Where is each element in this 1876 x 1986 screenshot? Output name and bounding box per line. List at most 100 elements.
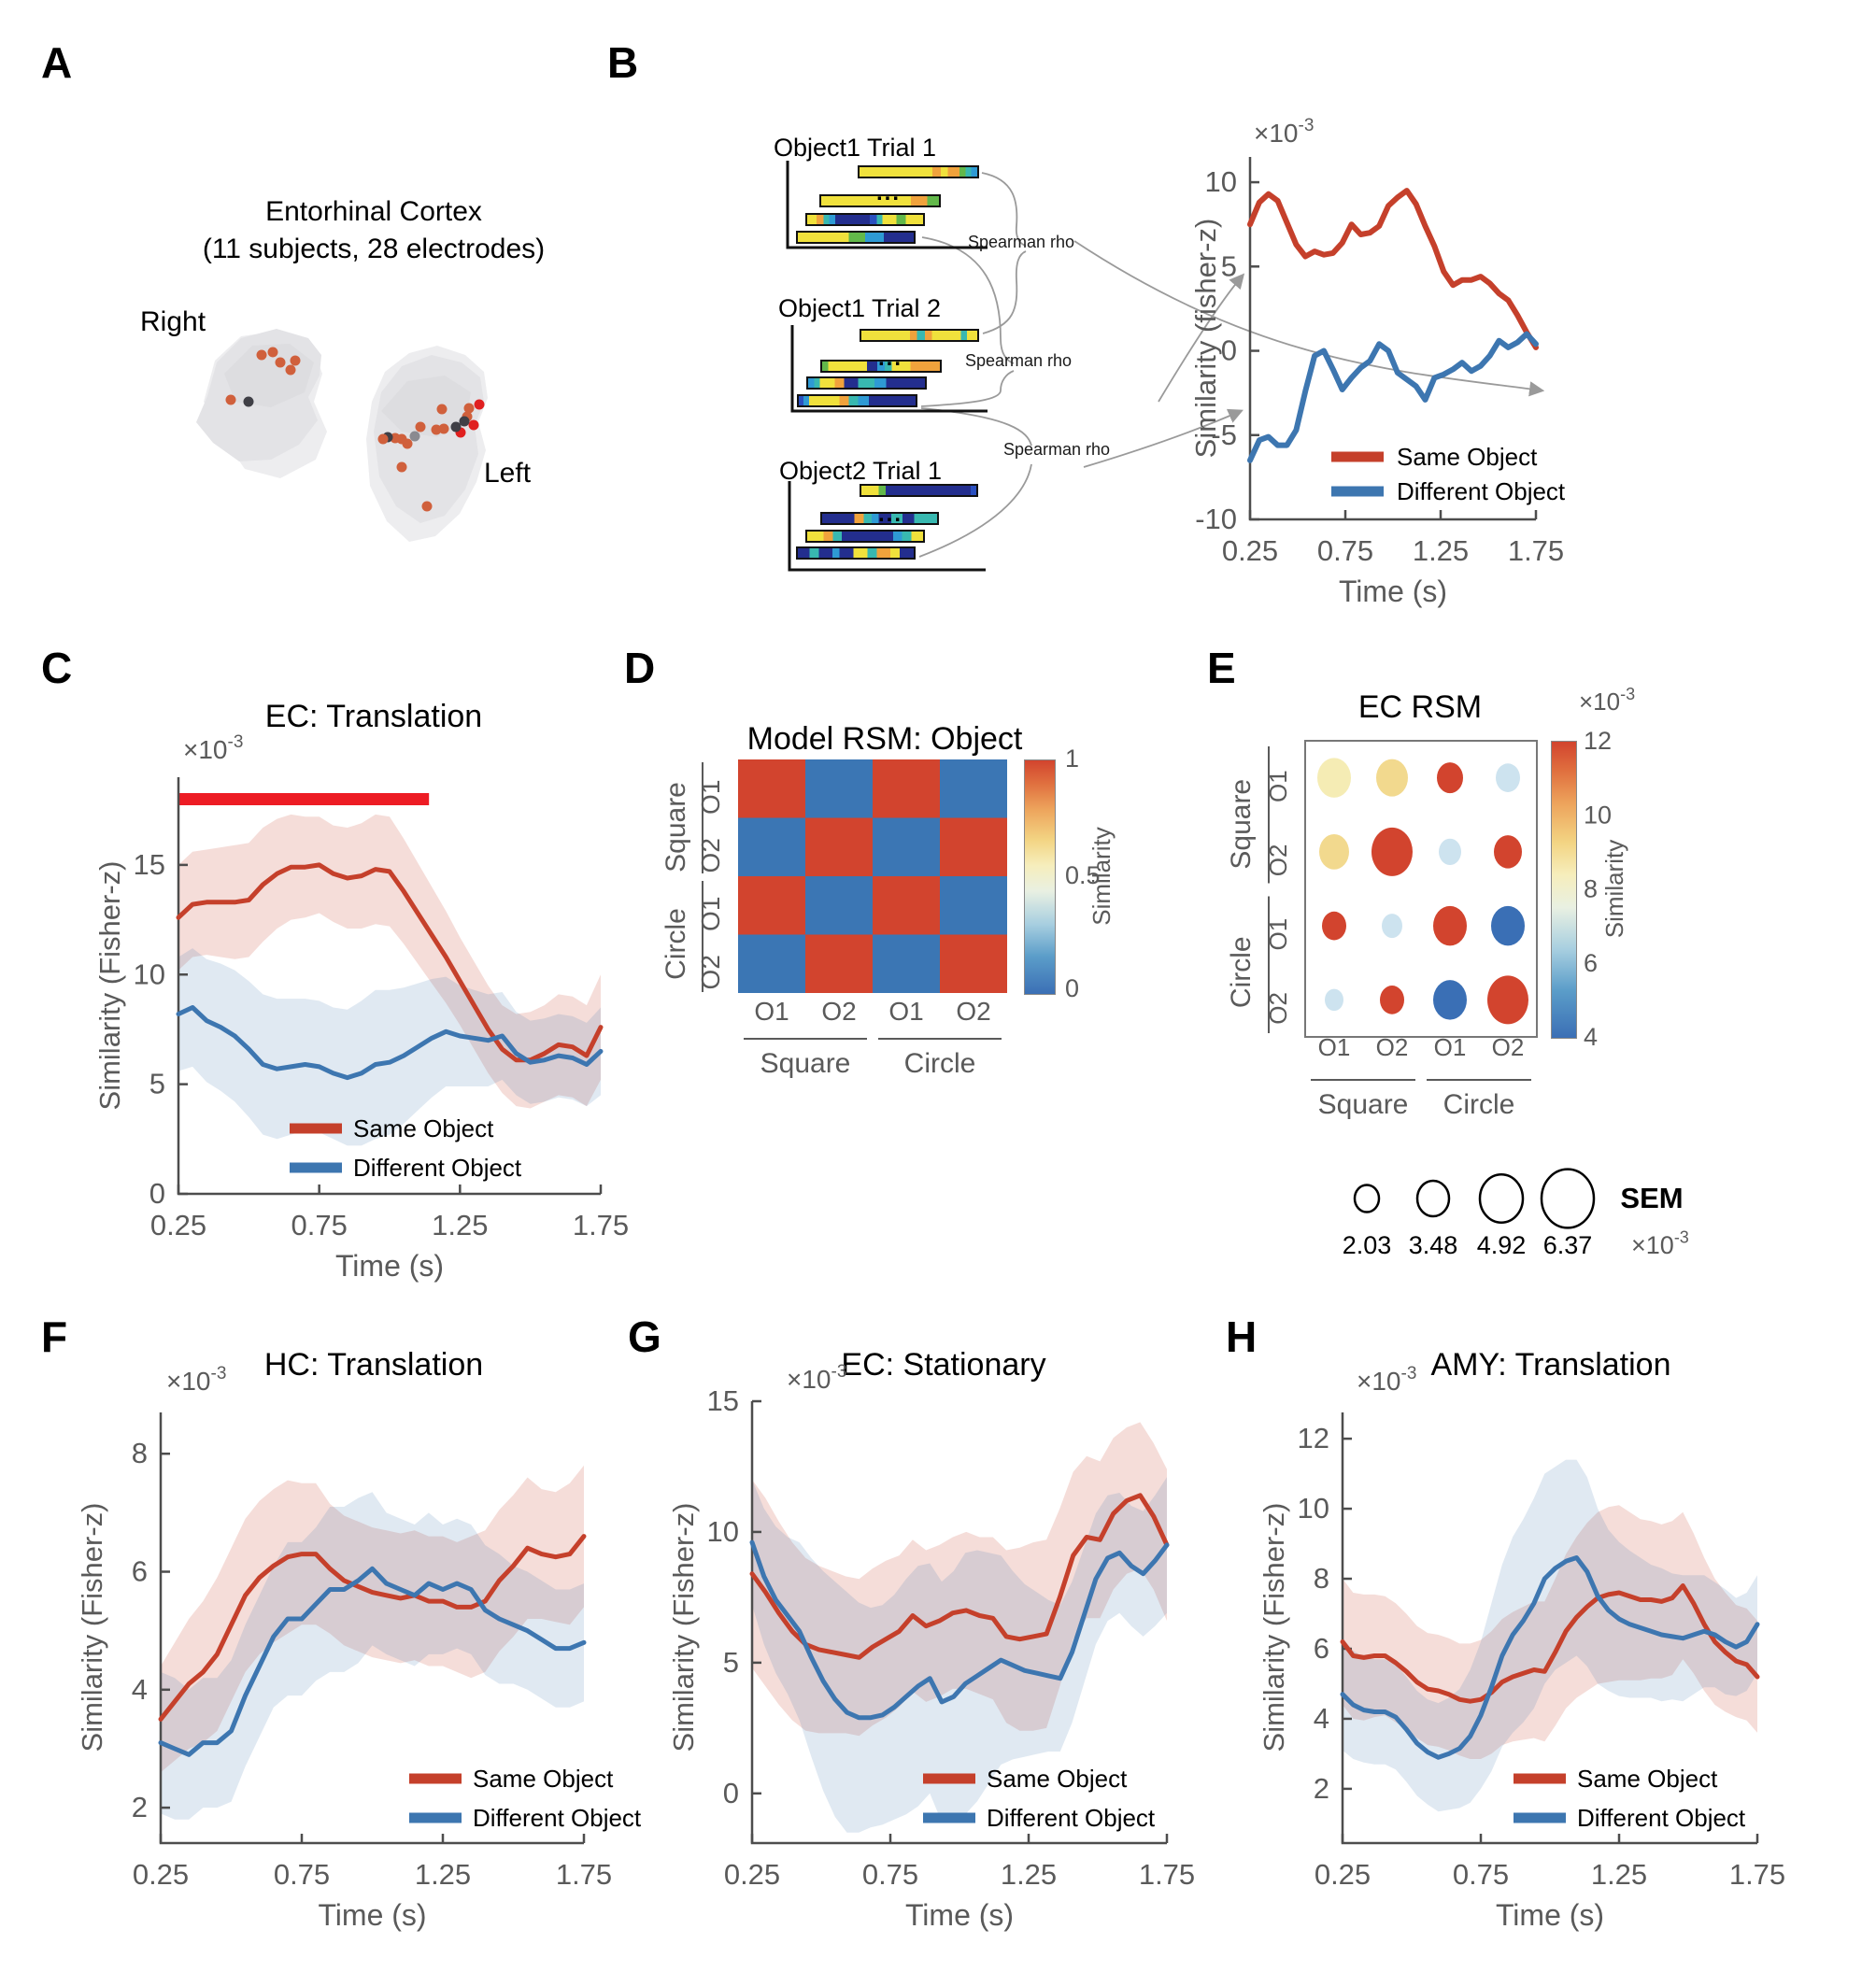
series-line-different-object (158, 1566, 587, 1757)
rsm-cell (940, 817, 1007, 876)
neural-pattern-bar (860, 484, 978, 497)
electrode-dot (256, 349, 267, 361)
panel-letter-g: G (628, 1312, 661, 1361)
electrode-dot (463, 403, 475, 414)
exponent-label: ×10-3 (1357, 1364, 1416, 1396)
electrode-dot (275, 357, 286, 368)
colorbar-tick: 4 (1584, 1023, 1598, 1051)
sem-size-circle (1478, 1172, 1525, 1225)
x-tick-label: 1.75 (1508, 534, 1564, 567)
legend-label: Different Object (1397, 477, 1566, 505)
neural-pattern-bar (819, 194, 941, 207)
x-tick-label: 1.75 (573, 1209, 629, 1241)
rsm-cell (873, 876, 940, 935)
electrode-dot (377, 433, 389, 445)
x-tick-label: 0.75 (291, 1209, 347, 1241)
x-tick-label: 1.25 (1413, 534, 1469, 567)
chart-f: 0.25 0.75 1.25 1.75 2 4 6 8 Similarity (Fisher-z… (76, 1364, 642, 1932)
sem-value: 4.92 (1477, 1231, 1527, 1259)
ellipsis: ... (878, 346, 903, 371)
panel-letter-a: A (41, 38, 73, 87)
col-group-label: Square (760, 1048, 851, 1079)
electrode-dot (459, 416, 470, 427)
rsm-bubble (1376, 759, 1408, 797)
row-sub-label: O2 (696, 838, 725, 872)
y-tick-label: -5 (1211, 418, 1237, 451)
sem-value: 3.48 (1409, 1231, 1458, 1259)
rsm-bubble (1494, 835, 1522, 869)
x-tick-label: 0.75 (274, 1858, 330, 1891)
x-axis-label: Time (s) (335, 1249, 444, 1283)
electrode-dot (438, 423, 449, 434)
panel-a-right-label: Right (140, 306, 206, 337)
panel-letter-h: H (1226, 1312, 1258, 1361)
confidence-band (752, 1477, 1167, 1833)
rsm-bubble (1382, 914, 1402, 939)
y-tick-label: 4 (1314, 1702, 1329, 1735)
panel-c-title: EC: Translation (264, 699, 483, 734)
row-sub-label: O2 (696, 955, 725, 989)
col-sub-label: O1 (888, 997, 923, 1026)
col-sub-label: O2 (956, 997, 990, 1026)
trial-group-axis (786, 161, 988, 249)
rsm-bubble (1439, 838, 1461, 866)
panel-h-title: AMY: Translation (1430, 1347, 1671, 1383)
legend-label: Same Object (1397, 443, 1538, 471)
panel-e-colorbar (1551, 741, 1577, 1039)
panel-letter-e: E (1207, 644, 1236, 692)
trial-group-title: Object2 Trial 1 (778, 457, 943, 485)
row-group-label: Square (1226, 779, 1257, 870)
panel-d-colorbar (1024, 759, 1056, 995)
series-line-same-object (1247, 188, 1539, 350)
exponent-label: ×10-3 (1254, 116, 1314, 148)
x-tick-label: 0.75 (862, 1858, 918, 1891)
sem-size-circle (1415, 1179, 1451, 1218)
colorbar-tick: 6 (1584, 949, 1598, 977)
rsm-bubble (1491, 905, 1525, 946)
brain-left-hemisphere (366, 346, 488, 542)
trial-group-title: Object1 Trial 1 (773, 134, 937, 162)
y-tick-label: 4 (132, 1673, 148, 1706)
spearman-rho-label: Spearman rho (1002, 440, 1111, 459)
row-sub-label: O1 (696, 897, 725, 931)
electrode-dot (285, 364, 296, 376)
y-tick-label: 6 (1314, 1632, 1329, 1665)
colorbar-label: Similarity (1087, 827, 1116, 925)
panel-f-title: HC: Translation (263, 1347, 484, 1383)
legend-label: Different Object (473, 1804, 642, 1832)
rsm-bubble (1496, 763, 1520, 792)
col-sub-label: O1 (1318, 1033, 1351, 1061)
legend-label: Same Object (353, 1114, 494, 1142)
rsm-bubble (1437, 762, 1463, 794)
rsm-cell (805, 934, 873, 993)
neural-pattern-bar (858, 165, 979, 178)
colorbar-tick: 0 (1065, 974, 1079, 1002)
neural-pattern-bar (805, 530, 925, 543)
colorbar-tick: 12 (1584, 727, 1612, 755)
y-tick-label: 15 (707, 1384, 739, 1417)
rsm-cell (805, 759, 873, 818)
trial-group-axis (788, 481, 986, 572)
col-sub-label: O1 (754, 997, 789, 1026)
rsm-bubble (1319, 833, 1349, 870)
y-tick-label: 15 (134, 848, 165, 881)
y-tick-label: 0 (1221, 334, 1237, 367)
electrode-dot (290, 355, 301, 366)
electrode-dot (431, 424, 442, 435)
rsm-cell (738, 876, 805, 935)
series-line-different-object (1340, 1555, 1760, 1760)
electrode-dot (450, 421, 462, 433)
confidence-band (178, 814, 601, 1109)
panel-letter-f: F (41, 1312, 68, 1361)
y-tick-label: 5 (149, 1068, 165, 1100)
confidence-band (178, 948, 601, 1146)
electrode-dot (243, 396, 254, 407)
x-tick-label: 1.25 (432, 1209, 488, 1241)
row-group-label: Circle (661, 908, 691, 980)
col-group-label: Circle (904, 1048, 976, 1079)
series-line-different-object (176, 1005, 604, 1081)
electrode-dots (225, 347, 485, 512)
exponent-label: ×10-3 (166, 1364, 226, 1396)
